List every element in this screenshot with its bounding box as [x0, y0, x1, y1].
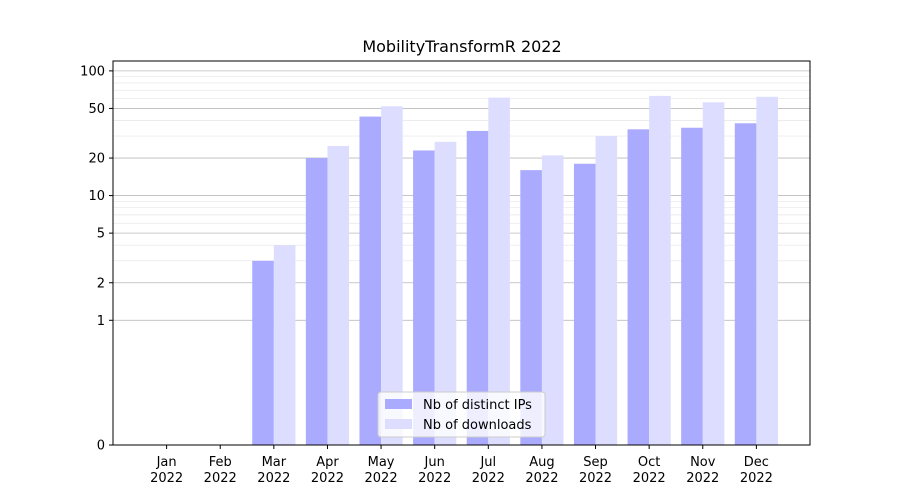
x-tick-label-month: May: [368, 455, 395, 470]
y-tick-label: 10: [88, 189, 105, 204]
legend-box: [377, 391, 546, 438]
y-tick-label: 50: [88, 102, 105, 117]
x-tick-label-year: 2022: [633, 471, 666, 486]
chart-title: MobilityTransformR 2022: [362, 37, 561, 56]
bar-distinct-ips: [252, 260, 274, 445]
x-tick-label-month: Dec: [744, 455, 769, 470]
bar-distinct-ips: [305, 158, 328, 445]
bar-downloads: [595, 136, 618, 446]
x-tick-label-month: Apr: [316, 455, 339, 470]
x-tick-label-year: 2022: [257, 471, 290, 486]
bar-distinct-ips: [734, 123, 757, 446]
bar-distinct-ips: [466, 130, 489, 445]
legend-label: Nb of distinct IPs: [423, 398, 532, 413]
x-axis: Jan2022Feb2022Mar2022Apr2022May2022Jun20…: [150, 445, 773, 486]
x-tick-label-year: 2022: [525, 471, 558, 486]
x-tick-label-month: Jun: [424, 455, 445, 470]
bar-downloads: [756, 96, 778, 446]
bar-downloads: [273, 245, 296, 445]
bar-distinct-ips: [520, 170, 542, 445]
y-tick-label: 2: [97, 276, 105, 291]
x-tick-label-month: Jul: [479, 455, 496, 470]
bar-distinct-ips: [359, 116, 382, 445]
y-tick-label: 20: [88, 152, 105, 167]
x-tick-label-year: 2022: [686, 471, 719, 486]
bar-distinct-ips: [627, 129, 650, 446]
bar-downloads: [381, 106, 403, 446]
grid-lines: [113, 70, 810, 321]
y-tick-label: 0: [97, 439, 105, 454]
x-tick-label-year: 2022: [740, 471, 773, 486]
bar-distinct-ips: [573, 163, 596, 445]
bar-distinct-ips: [681, 127, 703, 445]
x-tick-label-year: 2022: [472, 471, 505, 486]
x-tick-label-month: Mar: [262, 455, 287, 470]
legend-label: Nb of downloads: [423, 418, 532, 433]
bar-distinct-ips: [413, 150, 435, 445]
x-tick-label-month: Aug: [529, 455, 554, 470]
x-tick-label-month: Nov: [690, 455, 716, 470]
x-tick-label-year: 2022: [204, 471, 237, 486]
plot-frame: [112, 60, 811, 446]
bar-downloads: [649, 95, 671, 446]
bar-downloads: [434, 141, 457, 445]
x-tick-label-year: 2022: [150, 471, 183, 486]
x-tick-label-month: Jan: [156, 455, 177, 470]
y-tick-label: 1: [97, 314, 105, 329]
x-tick-label-month: Sep: [583, 455, 608, 470]
bar-downloads: [488, 97, 510, 446]
x-tick-label-year: 2022: [418, 471, 451, 486]
x-tick-label-month: Oct: [638, 455, 660, 470]
bar-downloads: [702, 102, 725, 446]
legend-swatch: [385, 419, 412, 429]
bar-downloads: [541, 155, 564, 445]
y-tick-label: 5: [97, 227, 105, 242]
y-axis: 0 1 2 5 10 20 50 100: [80, 64, 113, 454]
bar-downloads: [327, 145, 350, 446]
x-tick-label-year: 2022: [579, 471, 612, 486]
bars: [252, 95, 778, 446]
y-tick-label: 100: [80, 64, 105, 79]
legend-swatch: [385, 399, 412, 409]
x-tick-label-month: Feb: [209, 455, 232, 470]
x-tick-label-year: 2022: [365, 471, 398, 486]
x-tick-label-year: 2022: [311, 471, 344, 486]
legend: Nb of distinct IPs Nb of downloads: [377, 391, 546, 438]
